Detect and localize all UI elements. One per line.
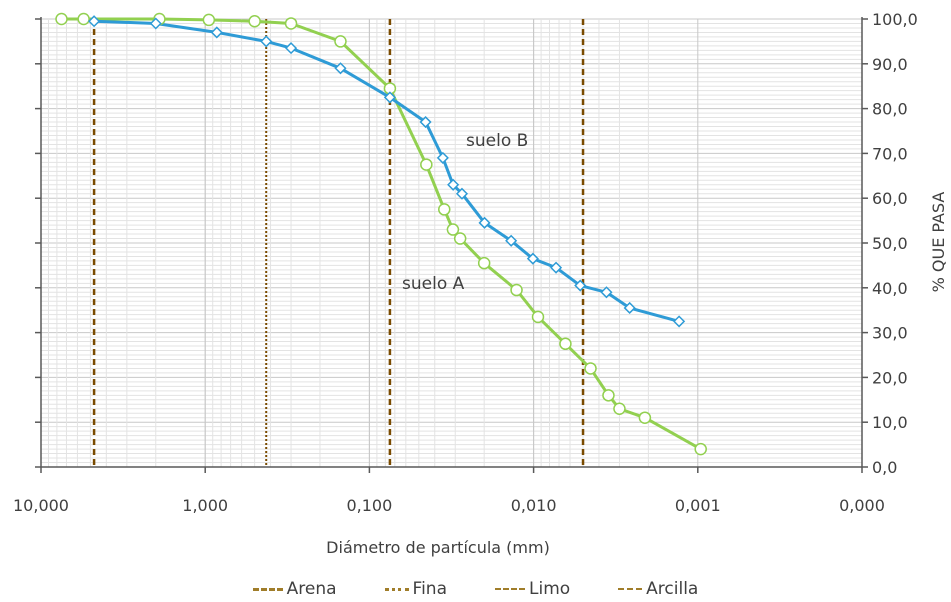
data-point-suelo-a: [531, 310, 545, 324]
legend-item-fina: Fina: [384, 576, 448, 602]
data-point-suelo-b: [436, 151, 449, 164]
y-tick-label: 50,0: [872, 234, 908, 253]
data-point-suelo-b: [447, 178, 460, 191]
data-point-suelo-a: [559, 337, 572, 351]
legend-swatch-dashed: [618, 588, 643, 590]
data-point-suelo-b: [419, 115, 432, 129]
chart-legend: Arena Fina Limo Arcilla: [0, 576, 951, 602]
data-point-suelo-b: [260, 35, 273, 48]
legend-swatch-dashed: [495, 588, 526, 590]
data-point-suelo-b: [455, 187, 469, 200]
data-point-suelo-b: [600, 286, 613, 299]
data-point-suelo-b: [526, 252, 539, 265]
data-point-suelo-a: [510, 283, 523, 297]
legend-label: Arcilla: [646, 579, 699, 599]
legend-swatch-dotted: [384, 587, 409, 591]
legend-label: Arena: [286, 579, 337, 599]
y-tick-label: 0,0: [872, 458, 897, 477]
data-point-suelo-b: [149, 17, 162, 30]
y-tick-label: 90,0: [872, 55, 908, 74]
legend-item-limo: Limo: [495, 576, 570, 602]
data-point-suelo-a: [453, 232, 467, 245]
y-tick-label: 70,0: [872, 144, 908, 163]
legend-label: Limo: [529, 579, 571, 599]
x-tick-label: 0,100: [346, 496, 392, 515]
x-tick-label: 10,000: [13, 496, 69, 515]
data-point-suelo-a: [202, 13, 216, 27]
data-point-suelo-a: [438, 203, 451, 216]
y-tick-label: 20,0: [872, 368, 908, 387]
data-point-suelo-b: [505, 234, 518, 247]
y-tick-label: 100,0: [872, 10, 918, 29]
x-axis-title: Diámetro de partícula (mm): [326, 538, 550, 557]
data-point-suelo-a: [420, 158, 433, 171]
x-tick-labels: 10,000 1,000 0,100 0,010 0,001 0,000: [13, 496, 885, 515]
y-tick-labels: 0,0 10,0 20,0 30,0 40,0 50,0 60,0 70,0 80,0 90,0 1…: [872, 10, 918, 477]
data-point-suelo-b: [574, 279, 587, 292]
data-point-suelo-a: [477, 256, 491, 270]
legend-label: Fina: [412, 579, 448, 599]
legend-item-arena: Arena: [252, 576, 337, 602]
series-label-suelo-b: suelo B: [466, 131, 528, 151]
y-tick-label: 40,0: [872, 279, 908, 298]
data-point-suelo-a: [334, 35, 347, 48]
data-point-suelo-b: [383, 91, 396, 104]
legend-item-arcilla: Arcilla: [618, 576, 698, 602]
data-point-suelo-b: [284, 42, 298, 55]
y-tick-label: 30,0: [872, 324, 908, 343]
y-tick-label: 80,0: [872, 100, 908, 119]
data-point-suelo-b: [334, 62, 347, 75]
data-point-suelo-a: [284, 17, 298, 30]
data-point-suelo-b: [478, 216, 491, 229]
data-point-suelo-a: [446, 223, 460, 236]
y-tick-label: 60,0: [872, 189, 908, 208]
data-point-suelo-b: [210, 26, 223, 39]
data-point-suelo-a: [638, 411, 652, 424]
series-markers: [55, 12, 707, 456]
data-point-suelo-a: [602, 389, 615, 402]
data-point-suelo-b: [623, 301, 636, 315]
data-point-suelo-a: [694, 442, 707, 456]
data-point-suelo-a: [584, 362, 597, 375]
series-label-suelo-a: suelo A: [402, 274, 465, 294]
data-point-suelo-a: [613, 402, 626, 416]
data-point-suelo-a: [77, 12, 90, 26]
x-tick-label: 1,000: [182, 496, 228, 515]
data-point-suelo-a: [248, 14, 261, 28]
y-axis-title: % QUE PASA: [929, 192, 948, 293]
legend-swatch-dashed: [252, 587, 283, 591]
data-point-suelo-a: [55, 12, 68, 26]
chart-axes: [35, 17, 868, 473]
boundary-lines: [92, 19, 585, 467]
data-point-suelo-b: [88, 15, 101, 28]
x-tick-label: 0,000: [839, 496, 885, 515]
data-point-suelo-b: [549, 261, 563, 274]
chart-grid: [40, 18, 862, 468]
data-point-suelo-b: [673, 315, 686, 328]
x-tick-label: 0,001: [675, 496, 721, 515]
x-tick-label: 0,010: [511, 496, 557, 515]
y-tick-label: 10,0: [872, 413, 908, 432]
